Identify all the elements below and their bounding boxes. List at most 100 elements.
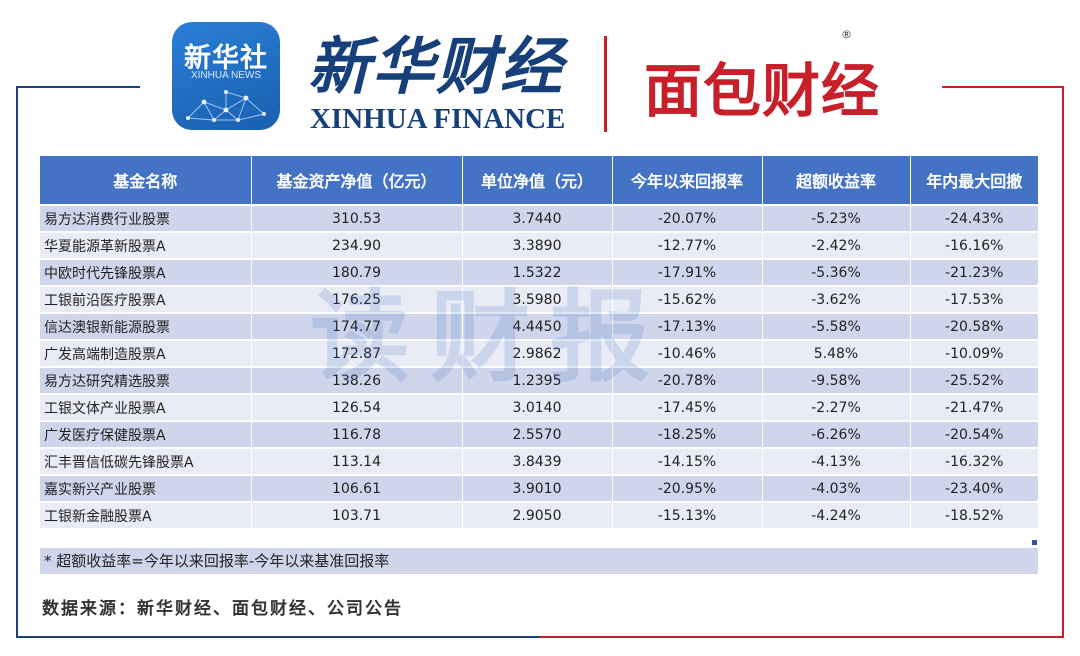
footnote: * 超额收益率=今年以来回报率-今年以来基准回报率 bbox=[40, 548, 1038, 574]
frame-line-left bbox=[16, 86, 18, 638]
xinhua-finance-logo-en: XINHUA FINANCE bbox=[310, 103, 566, 135]
cell-excess-return: -4.13% bbox=[762, 447, 911, 475]
frame-line-top-left bbox=[16, 86, 140, 88]
table-row: 汇丰晋信低碳先锋股票A 113.14 3.8439 -14.15% -4.13%… bbox=[40, 447, 1038, 475]
cell-net-assets: 172.87 bbox=[251, 339, 463, 367]
frame-line-bottom bbox=[16, 636, 1064, 638]
data-source: 数据来源：新华财经、面包财经、公司公告 bbox=[42, 599, 403, 619]
cell-ytd-return: -12.77% bbox=[612, 231, 763, 259]
cell-unit-nav: 2.5570 bbox=[462, 420, 613, 448]
cell-unit-nav: 2.9862 bbox=[462, 339, 613, 367]
cell-unit-nav: 3.8439 bbox=[462, 447, 613, 475]
app-icon-en-text: XINHUA NEWS bbox=[190, 70, 261, 81]
app-icon-cn-text: 新华社 bbox=[184, 43, 268, 74]
cell-net-assets: 103.71 bbox=[251, 501, 463, 528]
cell-ytd-return: -20.95% bbox=[612, 474, 763, 502]
cell-unit-nav: 3.0140 bbox=[462, 393, 613, 421]
cell-ytd-return: -14.15% bbox=[612, 447, 763, 475]
cell-fund-name: 汇丰晋信低碳先锋股票A bbox=[40, 447, 252, 475]
cell-ytd-return: -15.62% bbox=[612, 285, 763, 313]
cell-net-assets: 126.54 bbox=[251, 393, 463, 421]
table-row: 信达澳银新能源股票 174.77 4.4450 -17.13% -5.58% -… bbox=[40, 312, 1038, 340]
cell-unit-nav: 3.3890 bbox=[462, 231, 613, 259]
cell-ytd-return: -17.45% bbox=[612, 393, 763, 421]
registered-mark: ® bbox=[841, 28, 852, 41]
xinhua-finance-logo-cn: 新华财经 bbox=[308, 30, 565, 103]
cell-fund-name: 信达澳银新能源股票 bbox=[40, 312, 252, 340]
table-row: 中欧时代先锋股票A 180.79 1.5322 -17.91% -5.36% -… bbox=[40, 258, 1038, 286]
header-net-assets: 基金资产净值（亿元） bbox=[251, 156, 463, 205]
cell-excess-return: -5.23% bbox=[762, 204, 911, 232]
cell-excess-return: 5.48% bbox=[762, 339, 911, 367]
cell-fund-name: 中欧时代先锋股票A bbox=[40, 258, 252, 286]
cell-fund-name: 工银文体产业股票A bbox=[40, 393, 252, 421]
cell-max-drawdown: -20.58% bbox=[910, 312, 1038, 340]
table-row: 易方达消费行业股票 310.53 3.7440 -20.07% -5.23% -… bbox=[40, 204, 1038, 232]
cell-fund-name: 广发高端制造股票A bbox=[40, 339, 252, 367]
cell-excess-return: -4.03% bbox=[762, 474, 911, 502]
corner-marker bbox=[1032, 540, 1037, 545]
table-row: 易方达研究精选股票 138.26 1.2395 -20.78% -9.58% -… bbox=[40, 366, 1038, 394]
cell-net-assets: 180.79 bbox=[251, 258, 463, 286]
cell-net-assets: 176.25 bbox=[251, 285, 463, 313]
cell-max-drawdown: -10.09% bbox=[910, 339, 1038, 367]
cell-max-drawdown: -20.54% bbox=[910, 420, 1038, 448]
cell-excess-return: -3.62% bbox=[762, 285, 911, 313]
table-row: 广发医疗保健股票A 116.78 2.5570 -18.25% -6.26% -… bbox=[40, 420, 1038, 448]
cell-net-assets: 174.77 bbox=[251, 312, 463, 340]
cell-ytd-return: -10.46% bbox=[612, 339, 763, 367]
cell-unit-nav: 1.2395 bbox=[462, 366, 613, 394]
cell-net-assets: 106.61 bbox=[251, 474, 463, 502]
cell-net-assets: 234.90 bbox=[251, 231, 463, 259]
header-fund-name: 基金名称 bbox=[40, 156, 252, 205]
cell-ytd-return: -18.25% bbox=[612, 420, 763, 448]
cell-ytd-return: -17.13% bbox=[612, 312, 763, 340]
cell-max-drawdown: -21.23% bbox=[910, 258, 1038, 286]
table-row: 广发高端制造股票A 172.87 2.9862 -10.46% 5.48% -1… bbox=[40, 339, 1038, 367]
cell-excess-return: -5.36% bbox=[762, 258, 911, 286]
cell-max-drawdown: -16.32% bbox=[910, 447, 1038, 475]
cell-excess-return: -9.58% bbox=[762, 366, 911, 394]
frame-line-right bbox=[1062, 86, 1064, 638]
cell-ytd-return: -15.13% bbox=[612, 501, 763, 528]
cell-excess-return: -6.26% bbox=[762, 420, 911, 448]
table-header-row: 基金名称 基金资产净值（亿元） 单位净值（元） 今年以来回报率 超额收益率 年内… bbox=[40, 156, 1038, 205]
cell-unit-nav: 1.5322 bbox=[462, 258, 613, 286]
cell-excess-return: -2.42% bbox=[762, 231, 911, 259]
cell-fund-name: 工银新金融股票A bbox=[40, 501, 252, 528]
cell-net-assets: 113.14 bbox=[251, 447, 463, 475]
cell-max-drawdown: -17.53% bbox=[910, 285, 1038, 313]
cell-unit-nav: 3.5980 bbox=[462, 285, 613, 313]
xinhua-news-app-icon: 新华社 XINHUA NEWS bbox=[172, 22, 280, 130]
mianbao-finance-logo: 面包财经 bbox=[644, 57, 881, 125]
table-row: 工银前沿医疗股票A 176.25 3.5980 -15.62% -3.62% -… bbox=[40, 285, 1038, 313]
cell-max-drawdown: -23.40% bbox=[910, 474, 1038, 502]
table-row: 工银文体产业股票A 126.54 3.0140 -17.45% -2.27% -… bbox=[40, 393, 1038, 421]
header-ytd-return: 今年以来回报率 bbox=[612, 156, 763, 205]
table-row: 华夏能源革新股票A 234.90 3.3890 -12.77% -2.42% -… bbox=[40, 231, 1038, 259]
cell-ytd-return: -20.78% bbox=[612, 366, 763, 394]
cell-fund-name: 华夏能源革新股票A bbox=[40, 231, 252, 259]
cell-unit-nav: 2.9050 bbox=[462, 501, 613, 528]
cell-unit-nav: 3.9010 bbox=[462, 474, 613, 502]
network-globe-icon bbox=[186, 90, 266, 122]
cell-fund-name: 易方达消费行业股票 bbox=[40, 204, 252, 232]
cell-unit-nav: 4.4450 bbox=[462, 312, 613, 340]
frame-line-top-right bbox=[942, 86, 1064, 88]
cell-fund-name: 易方达研究精选股票 bbox=[40, 366, 252, 394]
cell-max-drawdown: -16.16% bbox=[910, 231, 1038, 259]
cell-max-drawdown: -25.52% bbox=[910, 366, 1038, 394]
cell-net-assets: 310.53 bbox=[251, 204, 463, 232]
header-unit-nav: 单位净值（元） bbox=[462, 156, 613, 205]
cell-excess-return: -5.58% bbox=[762, 312, 911, 340]
header-excess-return: 超额收益率 bbox=[762, 156, 911, 205]
cell-unit-nav: 3.7440 bbox=[462, 204, 613, 232]
cell-fund-name: 广发医疗保健股票A bbox=[40, 420, 252, 448]
cell-net-assets: 116.78 bbox=[251, 420, 463, 448]
cell-excess-return: -4.24% bbox=[762, 501, 911, 528]
table-row: 工银新金融股票A 103.71 2.9050 -15.13% -4.24% -1… bbox=[40, 501, 1038, 528]
cell-max-drawdown: -18.52% bbox=[910, 501, 1038, 528]
header-max-drawdown: 年内最大回撤 bbox=[910, 156, 1038, 205]
logo-divider bbox=[604, 36, 607, 132]
fund-table: 基金名称 基金资产净值（亿元） 单位净值（元） 今年以来回报率 超额收益率 年内… bbox=[40, 156, 1038, 528]
